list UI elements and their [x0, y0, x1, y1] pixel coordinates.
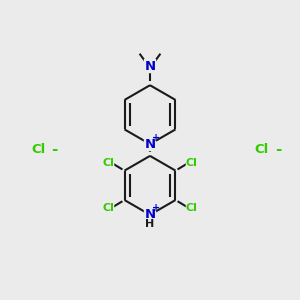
Text: -: - — [51, 142, 58, 158]
Text: +: + — [152, 133, 160, 142]
Text: Cl: Cl — [186, 203, 198, 213]
Text: N: N — [144, 208, 156, 221]
Text: Cl: Cl — [255, 143, 269, 157]
Text: Cl: Cl — [186, 158, 198, 167]
Text: Cl: Cl — [102, 158, 114, 167]
Text: -: - — [275, 142, 281, 158]
Text: N: N — [144, 138, 156, 151]
Text: Cl: Cl — [102, 203, 114, 213]
Text: N: N — [144, 60, 156, 73]
Text: H: H — [146, 219, 154, 229]
Text: Cl: Cl — [31, 143, 45, 157]
Text: +: + — [152, 203, 160, 213]
